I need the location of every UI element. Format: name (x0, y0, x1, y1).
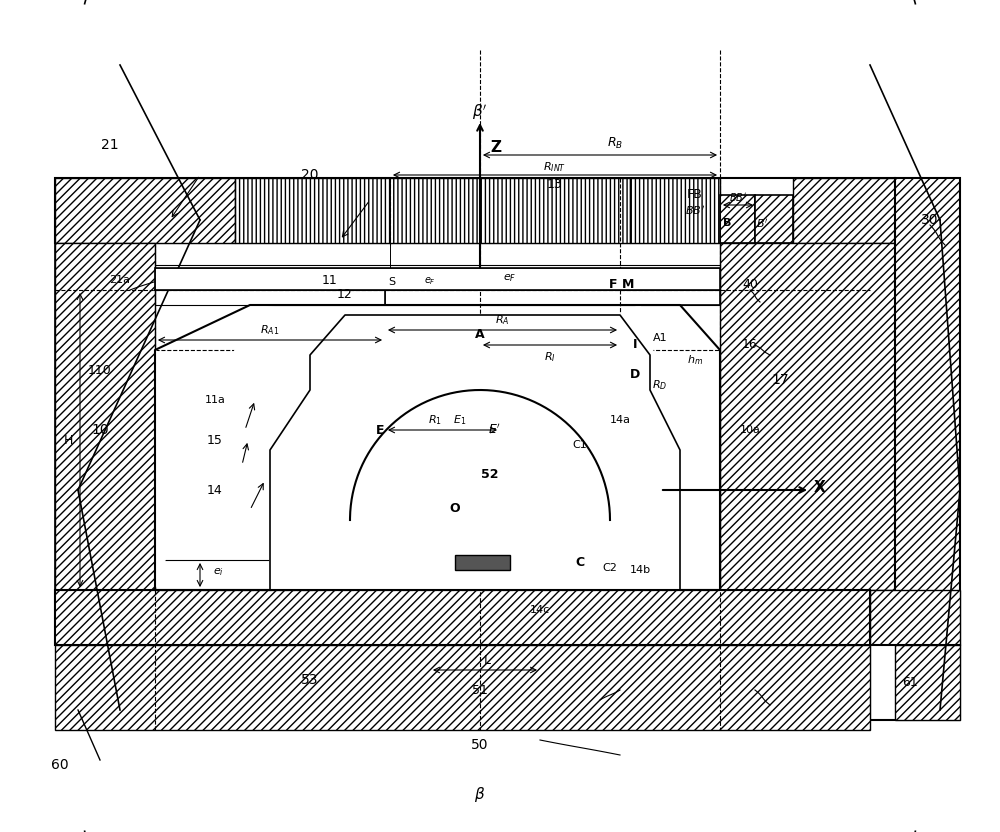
Text: $R_I$: $R_I$ (544, 350, 556, 364)
Bar (793, 178, 895, 243)
Text: 60: 60 (51, 758, 69, 772)
Text: 20: 20 (301, 168, 319, 182)
Bar (630, 178, 720, 243)
Text: H: H (63, 433, 73, 447)
Bar (55, 243, 155, 590)
Text: FB: FB (687, 189, 703, 201)
Bar (55, 178, 235, 243)
Text: X: X (814, 481, 826, 496)
Text: 21: 21 (101, 138, 119, 152)
Polygon shape (620, 305, 720, 590)
Bar (55, 590, 870, 645)
Bar (390, 178, 720, 268)
Text: $R_{INT}$: $R_{INT}$ (543, 160, 567, 174)
Bar (55, 178, 895, 243)
Text: 17: 17 (771, 373, 789, 387)
Bar (720, 195, 755, 243)
Text: 21a: 21a (110, 275, 130, 285)
Text: 12: 12 (337, 289, 353, 301)
Bar (455, 555, 510, 570)
Text: $e_F$: $e_F$ (424, 275, 436, 287)
Bar (155, 268, 720, 290)
Text: C: C (575, 556, 585, 568)
Text: D: D (630, 369, 640, 382)
Text: $E_1$: $E_1$ (453, 414, 467, 427)
Bar (55, 645, 870, 730)
Text: $B'$: $B'$ (756, 216, 768, 230)
Text: M: M (622, 279, 634, 291)
Text: 14c: 14c (530, 605, 550, 615)
Text: 11a: 11a (205, 395, 225, 405)
Text: $BB'$: $BB'$ (729, 191, 747, 203)
Text: $R_1$: $R_1$ (428, 414, 442, 427)
Bar (895, 178, 960, 645)
Bar (155, 265, 720, 305)
Text: 30: 30 (921, 213, 939, 227)
Text: 51: 51 (472, 684, 488, 696)
Bar (385, 290, 720, 305)
Bar (870, 590, 960, 645)
Text: $\beta'$: $\beta'$ (472, 102, 488, 121)
Text: 14a: 14a (610, 415, 631, 425)
Bar (870, 645, 960, 720)
Text: L: L (484, 653, 490, 666)
Text: $h_m$: $h_m$ (687, 353, 703, 367)
Text: B: B (723, 218, 731, 228)
Text: $e_F$: $e_F$ (503, 272, 517, 284)
Text: $\beta$: $\beta$ (474, 785, 486, 805)
Text: A: A (475, 329, 485, 341)
Text: $e_i$: $e_i$ (213, 566, 223, 578)
Text: F: F (609, 279, 617, 291)
Bar (55, 178, 870, 645)
Text: A1: A1 (653, 333, 667, 343)
Bar (385, 290, 720, 305)
Text: 10a: 10a (740, 425, 760, 435)
Bar (55, 590, 870, 645)
Text: $R_B$: $R_B$ (607, 136, 623, 151)
Text: 10: 10 (91, 423, 109, 437)
Text: 110: 110 (88, 364, 112, 377)
Text: C1: C1 (573, 440, 587, 450)
Text: 16: 16 (742, 339, 758, 351)
Text: 14: 14 (207, 483, 223, 497)
Text: $R_D$: $R_D$ (652, 378, 668, 392)
Text: I: I (633, 339, 637, 351)
Text: 61: 61 (902, 676, 918, 690)
Polygon shape (270, 315, 680, 590)
Polygon shape (155, 305, 345, 590)
Text: 15: 15 (207, 433, 223, 447)
Text: O: O (450, 502, 460, 514)
Text: C2: C2 (603, 563, 617, 573)
Bar (895, 645, 960, 720)
Bar (755, 195, 793, 243)
Text: 40: 40 (742, 279, 758, 291)
Text: E: E (376, 423, 384, 437)
Text: 13: 13 (547, 179, 563, 191)
Text: $BB'$: $BB'$ (685, 204, 705, 216)
Text: 50: 50 (471, 738, 489, 752)
Bar (720, 243, 895, 590)
Text: S: S (388, 277, 396, 287)
Text: $E'$: $E'$ (488, 423, 502, 438)
Text: 52: 52 (481, 468, 499, 482)
Text: 53: 53 (301, 673, 319, 687)
Text: 14b: 14b (629, 565, 651, 575)
Text: $R_{A1}$: $R_{A1}$ (260, 323, 280, 337)
Bar (235, 178, 630, 243)
Text: $R_A$: $R_A$ (495, 313, 509, 327)
Text: 11: 11 (322, 274, 338, 286)
Text: Z: Z (490, 141, 502, 156)
Bar (155, 268, 720, 290)
